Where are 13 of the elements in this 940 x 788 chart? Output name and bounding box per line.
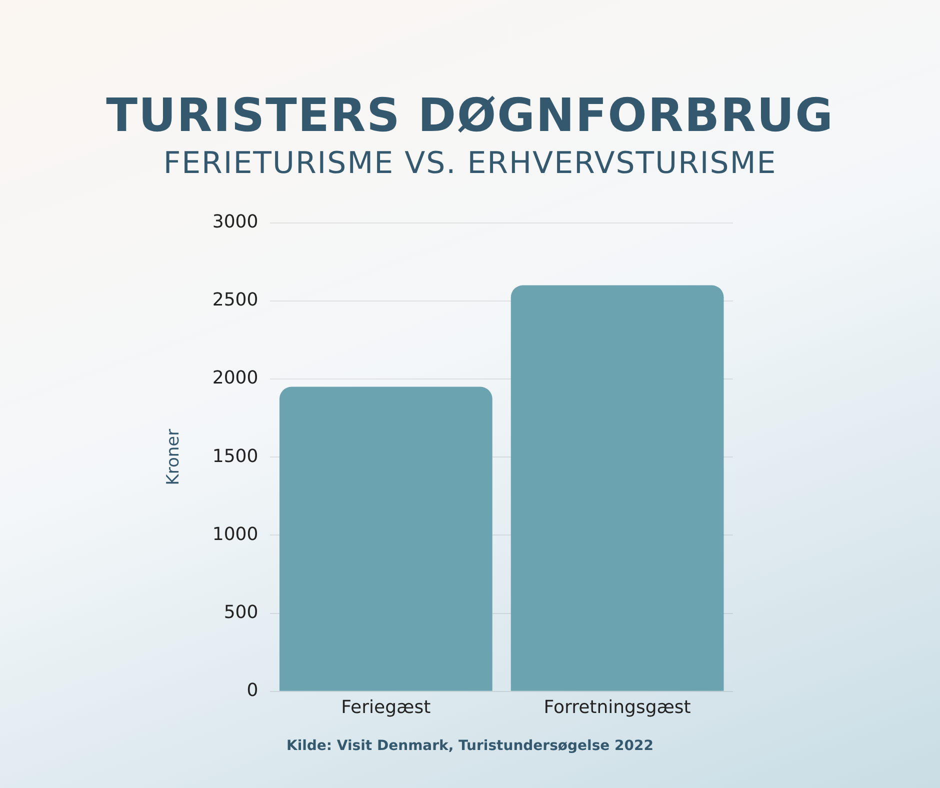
y-tick-label: 2000 <box>212 368 258 389</box>
y-axis-title: Kroner <box>164 428 184 486</box>
x-tick-label: Feriegæst <box>341 696 431 718</box>
chart-subtitle: FERIETURISME VS. ERHVERVSTURISME <box>162 146 778 181</box>
text: Kilde: Visit Denmark, Turistundersøgelse 2022 <box>285 738 655 754</box>
y-tick-label: 0 <box>246 680 258 702</box>
chart-title: TURISTERS DØGNFORBRUG <box>105 88 835 142</box>
y-tick-label: 3000 <box>212 211 258 232</box>
y-tick-label: 500 <box>224 602 258 623</box>
y-tick-label: 1000 <box>212 524 258 545</box>
x-tick-label: Forretningsgæst <box>544 696 691 718</box>
y-tick-label: 2500 <box>212 290 258 311</box>
y-tick-label: 1500 <box>212 446 258 467</box>
